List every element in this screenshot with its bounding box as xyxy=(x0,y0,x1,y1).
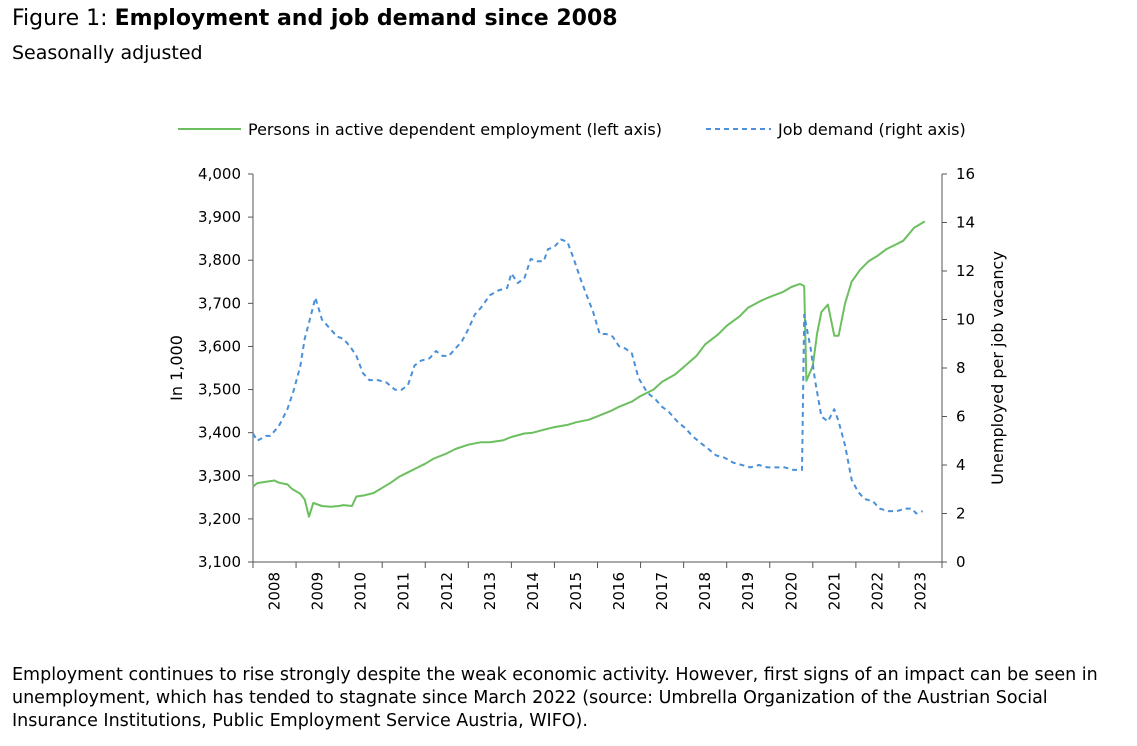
x-tick-label: 2012 xyxy=(438,572,456,610)
series-line-employment xyxy=(252,220,926,518)
x-tick-label: 2019 xyxy=(739,572,757,610)
x-tick-label: 2014 xyxy=(524,572,542,610)
legend-label-job-demand: Job demand (right axis) xyxy=(777,120,966,139)
y-tick-label: 4,000 xyxy=(198,165,241,183)
series-group xyxy=(252,220,926,518)
y-tick-label: 3,600 xyxy=(198,337,241,355)
x-tick-label: 2021 xyxy=(825,572,843,610)
x-tick-label: 2022 xyxy=(868,572,886,610)
figure-title: Figure 1: Employment and job demand sinc… xyxy=(12,6,618,31)
figure-subtitle: Seasonally adjusted xyxy=(12,42,203,64)
legend-label-employment: Persons in active dependent employment (… xyxy=(248,120,662,139)
figure-caption: Employment continues to rise strongly de… xyxy=(12,665,1098,731)
x-tick-label: 2016 xyxy=(610,572,628,610)
x-tick-label: 2008 xyxy=(266,572,284,610)
y2-tick-label: 16 xyxy=(956,165,975,183)
series-line-job-demand xyxy=(252,238,923,515)
y2-tick-label: 14 xyxy=(956,214,975,232)
y2-tick-label: 0 xyxy=(956,553,966,571)
y2-tick-label: 4 xyxy=(956,456,966,474)
x-tick-label: 2020 xyxy=(782,572,800,610)
x-tick-label: 2018 xyxy=(696,572,714,610)
x-tick-label: 2011 xyxy=(395,572,413,610)
y-tick-label: 3,400 xyxy=(198,424,241,442)
x-tick-label: 2017 xyxy=(653,572,671,610)
y-tick-label: 3,900 xyxy=(198,208,241,226)
y-tick-label: 3,700 xyxy=(198,294,241,312)
y-tick-label: 3,500 xyxy=(198,381,241,399)
x-tick-label: 2009 xyxy=(309,572,327,610)
y-tick-label: 3,300 xyxy=(198,467,241,485)
legend: Persons in active dependent employment (… xyxy=(178,120,966,139)
x-tick-label: 2010 xyxy=(352,572,370,610)
y2-tick-label: 12 xyxy=(956,262,975,280)
x-tick-label: 2015 xyxy=(567,572,585,610)
figure-label: Figure 1: xyxy=(12,6,108,31)
axes: 3,100 3,200 3,300 3,400 3,500 3,600 3,700 3,800… xyxy=(198,165,975,610)
figure-title-text: Employment and job demand since 2008 xyxy=(114,6,618,31)
y2-tick-label: 6 xyxy=(956,408,966,426)
x-tick-label: 2013 xyxy=(481,572,499,610)
x-tick-label: 2023 xyxy=(911,572,929,610)
y2-tick-label: 8 xyxy=(956,359,966,377)
y-tick-label: 3,100 xyxy=(198,553,241,571)
chart: Persons in active dependent employment (… xyxy=(167,120,1007,610)
y-tick-label: 3,800 xyxy=(198,251,241,269)
y-tick-label: 3,200 xyxy=(198,510,241,528)
y-axis-label: In 1,000 xyxy=(167,335,186,401)
y2-axis-label: Unemployed per job vacancy xyxy=(988,251,1007,485)
y2-tick-label: 2 xyxy=(956,505,966,523)
y2-tick-label: 10 xyxy=(956,311,975,329)
